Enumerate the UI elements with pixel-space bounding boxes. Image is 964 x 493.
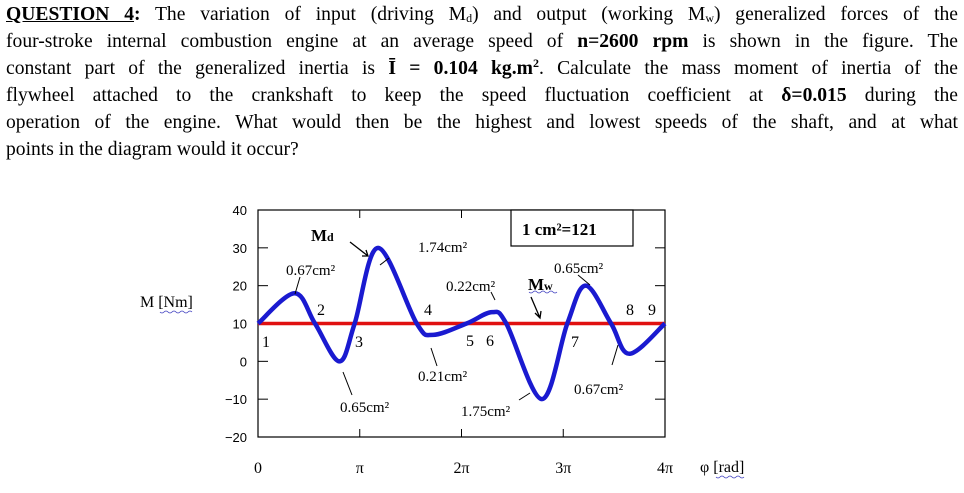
- question-text-segment: Ī = 0.104 kg.m: [388, 58, 533, 79]
- spellcheck-squiggle: [159, 310, 193, 314]
- point-label: 3: [355, 334, 363, 351]
- area-leader-line: [611, 344, 619, 366]
- question-text-segment: δ=0.015: [781, 85, 847, 106]
- area-label: 0.67cm²: [286, 263, 336, 279]
- question-line: QUESTION 4: The variation of input (driv…: [6, 1, 958, 28]
- area-leader-line: [379, 257, 390, 266]
- md-series-label: Md: [311, 226, 334, 245]
- spellcheck-squiggle: [715, 475, 745, 479]
- area-label: 1.75cm²: [461, 404, 511, 420]
- question-line: points in the diagram would it occur?: [6, 136, 958, 163]
- question-text-segment: :: [134, 4, 141, 25]
- x-tick-label: 2π: [453, 460, 469, 477]
- area-leader-line: [294, 276, 301, 295]
- question-text-segment: during the: [846, 85, 958, 106]
- point-label: 8: [626, 302, 634, 319]
- question-text-segment: . Calculate the mass moment of inertia o…: [538, 58, 958, 79]
- y-tick-label: −10: [225, 392, 247, 407]
- y-tick-label: 10: [233, 317, 247, 332]
- question-text: QUESTION 4: The variation of input (driv…: [6, 1, 958, 163]
- question-text-segment: w: [705, 11, 714, 25]
- x-tick-label: 0: [254, 460, 262, 477]
- y-tick-label: 30: [233, 241, 247, 256]
- question-line: operation of the engine. What would then…: [6, 109, 958, 136]
- y-tick-label: 40: [233, 203, 247, 218]
- question-line: four-stroke internal combustion engine a…: [6, 28, 958, 55]
- question-text-segment: n=2600 rpm: [577, 31, 689, 52]
- area-leader-line: [490, 291, 496, 301]
- point-label: 2: [317, 302, 325, 319]
- area-label: 1.74cm²: [418, 240, 468, 256]
- area-leader-line: [342, 371, 353, 396]
- x-tick-label: π: [356, 460, 364, 477]
- arrow-icon: [530, 296, 542, 320]
- area-label: 0.21cm²: [418, 369, 468, 385]
- question-line: flywheel attached to the crankshaft to k…: [6, 82, 958, 109]
- question-text-segment: is shown in the figure. The: [688, 31, 958, 52]
- spellcheck-squiggle: [528, 290, 558, 294]
- x-axis-label: φ [rad]: [700, 459, 744, 476]
- area-label: 0.65cm²: [340, 400, 390, 416]
- question-text-segment: flywheel attached to the crankshaft to k…: [6, 85, 782, 106]
- area-leader-line: [430, 347, 438, 367]
- x-tick-label: 3π: [555, 460, 571, 477]
- question-text-segment: QUESTION 4: [6, 4, 135, 25]
- mw-series-label: Mw: [528, 275, 553, 294]
- area-leader-line: [518, 392, 531, 401]
- question-text-segment: d: [466, 11, 473, 25]
- question-text-segment: ) and output (working M: [472, 4, 706, 25]
- point-label: 1: [262, 334, 270, 351]
- arrow-icon: [349, 241, 369, 257]
- question-text-segment: points in the diagram would it occur?: [6, 139, 299, 160]
- legend-box: 1 cm²=121: [510, 209, 634, 247]
- y-tick-label: 0: [240, 354, 247, 369]
- y-tick-label: −20: [225, 430, 247, 445]
- scale-note: 1 cm²=121: [522, 220, 597, 239]
- point-label: 7: [571, 334, 579, 351]
- question-text-segment: The variation of input (driving M: [140, 4, 467, 25]
- question-line: constant part of the generalized inertia…: [6, 55, 958, 82]
- question-text-segment: four-stroke internal combustion engine a…: [6, 31, 578, 52]
- x-tick-label: 4π: [657, 460, 673, 477]
- point-label: 5: [466, 333, 474, 350]
- point-label: 4: [424, 302, 432, 319]
- area-leader-line: [577, 274, 591, 286]
- question-text-segment: operation of the engine. What would then…: [6, 112, 958, 133]
- area-label: 0.67cm²: [574, 382, 624, 398]
- question-text-segment: ) generalized forces of the: [713, 4, 959, 25]
- area-label: 0.65cm²: [554, 261, 604, 277]
- area-label: 0.22cm²: [446, 279, 496, 295]
- question-text-segment: 2: [532, 56, 539, 70]
- md-series-line: [256, 245, 667, 402]
- y-axis-label: M [Nm]: [140, 294, 193, 311]
- question-text-segment: constant part of the generalized inertia…: [6, 58, 389, 79]
- y-tick-label: 20: [233, 279, 247, 294]
- point-label: 9: [648, 302, 656, 319]
- point-label: 6: [486, 333, 494, 350]
